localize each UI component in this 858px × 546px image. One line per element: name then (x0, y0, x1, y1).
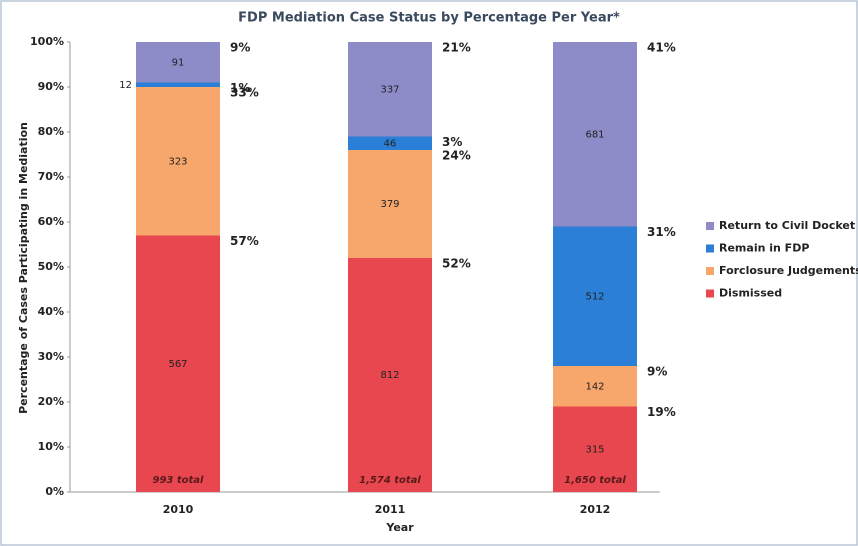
count-label: 379 (380, 199, 399, 210)
percent-label: 19% (647, 405, 676, 419)
total-label: 1,574 total (359, 475, 421, 486)
y-tick-label: 30% (38, 350, 64, 363)
chart-title: FDP Mediation Case Status by Percentage … (238, 11, 620, 26)
legend-swatch (706, 222, 714, 230)
count-label: 91 (172, 57, 185, 68)
y-tick-label: 90% (38, 80, 64, 93)
bar-segment (348, 42, 432, 137)
count-label: 323 (168, 156, 187, 167)
count-label: 337 (380, 84, 399, 95)
percent-label: 3% (442, 135, 462, 149)
y-tick-label: 20% (38, 395, 64, 408)
y-tick-label: 70% (38, 170, 64, 183)
legend-label: Forclosure Judgements (719, 264, 858, 277)
legend-swatch (706, 244, 714, 253)
total-label: 993 total (153, 475, 205, 486)
y-tick-label: 80% (38, 125, 64, 138)
percent-label: 31% (647, 225, 676, 239)
y-tick-label: 100% (30, 35, 64, 48)
y-tick-label: 0% (45, 485, 64, 498)
percent-label: 57% (230, 234, 259, 248)
percent-label: 33% (230, 86, 259, 100)
percent-label: 1% (230, 81, 250, 95)
legend-swatch (706, 289, 714, 298)
bar-segment (553, 366, 637, 407)
bar-segment (136, 42, 220, 83)
percent-label: 21% (442, 41, 471, 55)
x-tick-label: 2012 (580, 503, 611, 516)
x-axis-label: Year (385, 521, 414, 534)
bar-segment (136, 82, 220, 87)
bar-segment (348, 136, 432, 150)
percent-label: 41% (647, 41, 676, 55)
count-label: 142 (585, 381, 604, 392)
y-tick-label: 10% (38, 440, 64, 453)
bar-segment (136, 87, 220, 236)
percent-label: 52% (442, 257, 471, 271)
count-label: 681 (585, 129, 604, 140)
y-axis-label: Percentage of Cases Participating in Med… (17, 122, 30, 414)
count-label: 567 (168, 359, 187, 370)
percent-label: 9% (230, 41, 250, 55)
legend-label: Return to Civil Docket (719, 219, 855, 232)
count-label: 315 (585, 444, 604, 455)
x-tick-label: 2011 (375, 503, 406, 516)
total-label: 1,650 total (564, 475, 626, 486)
legend-label: Remain in FDP (719, 242, 809, 255)
percent-label: 24% (442, 149, 471, 163)
count-label: 12 (119, 80, 132, 91)
count-label: 512 (585, 291, 604, 302)
bar-segment (553, 42, 637, 227)
bar-segment (553, 406, 637, 492)
count-label: 46 (384, 138, 397, 149)
y-tick-label: 60% (38, 215, 64, 228)
count-label: 812 (380, 370, 399, 381)
legend-label: Dismissed (719, 287, 782, 300)
bar-segment (348, 258, 432, 492)
legend-swatch (706, 267, 714, 275)
percent-label: 9% (647, 365, 667, 379)
bar-segment (348, 150, 432, 258)
y-tick-label: 50% (38, 260, 64, 273)
y-tick-label: 40% (38, 305, 64, 318)
bar-segment (553, 226, 637, 366)
bar-segment (136, 235, 220, 492)
x-tick-label: 2010 (163, 503, 194, 516)
